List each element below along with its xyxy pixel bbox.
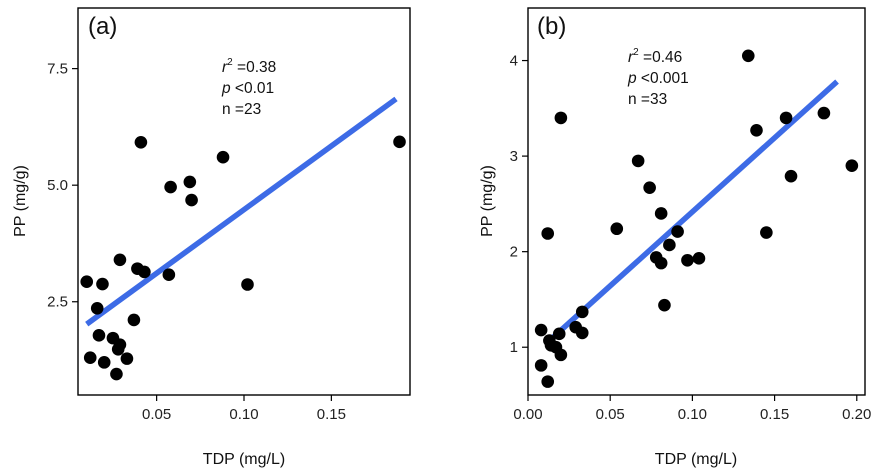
panel-a-data-point	[110, 367, 123, 381]
panel-a-data-point	[183, 175, 197, 189]
panel-b-points	[534, 49, 859, 388]
panel-a-fit-line-group	[85, 96, 398, 327]
panel-a-p-symbol: p	[221, 80, 231, 97]
panel-b-x-axis-label: TDP (mg/L)	[655, 451, 737, 468]
panel-a: 0.05 0.10 0.15 2.5 5.0 7.5 (a) r2 =0.38 p <0.…	[12, 7, 411, 468]
panel-b-r2-symbol: r	[628, 49, 634, 66]
panel-b-y-tick-label: 3	[510, 148, 518, 165]
panel-b-x-tick-label: 0.05	[596, 406, 625, 423]
panel-b-data-point	[750, 124, 763, 137]
panel-a-x-tick-label: 0.15	[317, 406, 346, 423]
panel-a-r2-symbol: r	[222, 59, 228, 76]
panel-a-r2-value: =0.38	[233, 59, 277, 76]
panel-b-data-point	[658, 298, 671, 312]
panel-a-data-point	[138, 265, 151, 279]
panel-a-r2-superscript: 2	[227, 57, 233, 68]
panel-b-data-point	[681, 253, 694, 267]
panel-a-data-point	[96, 277, 109, 291]
panel-b-regression-line	[550, 79, 839, 340]
panel-a-y-axis-label: PP (mg/g)	[12, 165, 29, 237]
panel-a-data-point	[185, 193, 198, 207]
panel-a-regression-line	[85, 96, 398, 327]
panel-a-data-point	[162, 268, 176, 282]
panel-b-data-point	[692, 252, 706, 265]
panel-b-frame	[527, 7, 866, 396]
panel-a-data-point	[90, 301, 104, 315]
panel-b-r2-stat: r2 =0.46	[628, 47, 682, 66]
panel-b-data-point	[845, 159, 859, 172]
panel-b-data-point	[610, 222, 624, 236]
panel-b-data-point	[541, 375, 555, 388]
panel-a-x-axis-label: TDP (mg/L)	[203, 451, 285, 468]
panel-a-y-tick-label: 7.5	[47, 61, 68, 78]
panel-a-data-point	[127, 313, 141, 327]
panel-a-y-tick-label: 2.5	[47, 294, 68, 311]
panel-a-ticks: 0.05 0.10 0.15 2.5 5.0 7.5	[47, 61, 346, 423]
panel-b-label: (b)	[537, 13, 566, 40]
panel-b-data-point	[760, 226, 773, 239]
panel-a-x-tick-label: 0.10	[229, 406, 258, 423]
panel-b-p-value: <0.001	[637, 70, 689, 87]
panel-b-data-point	[631, 154, 645, 168]
panel-a-p-value: <0.01	[231, 80, 275, 97]
panel-b-data-point	[817, 106, 831, 120]
panel-b-r2-superscript: 2	[633, 47, 639, 58]
panel-a-r2-stat: r2 =0.38	[222, 57, 276, 76]
panel-b-data-point	[575, 305, 589, 319]
panel-b-data-point	[554, 111, 568, 125]
panel-b-data-point	[671, 225, 684, 238]
panel-b-y-tick-label: 4	[510, 53, 518, 70]
panel-a-points	[80, 135, 406, 381]
panel-a-data-point	[92, 329, 106, 342]
panel-b-data-point	[784, 169, 798, 183]
panel-b-x-tick-label: 0.20	[842, 406, 871, 423]
panel-a-data-point	[164, 180, 177, 194]
panel-a-data-point	[241, 278, 254, 291]
panel-b-n-stat: n =33	[628, 91, 667, 108]
panel-b-data-point	[741, 49, 755, 63]
panel-b-ticks: 0.00 0.05 0.10 0.15 0.20 1 2 3 4	[510, 53, 872, 423]
panel-b-data-point	[575, 326, 589, 340]
panel-a-data-point	[393, 135, 406, 149]
panel-b-p-stat: p <0.001	[627, 70, 689, 87]
panel-b-fit-line-group	[550, 79, 839, 340]
panel-a-y-tick-label: 5.0	[47, 177, 68, 194]
panel-b-x-tick-label: 0.15	[760, 406, 789, 423]
panel-a-data-point	[134, 135, 148, 149]
panel-b-data-point	[779, 111, 793, 125]
panel-b-data-point	[534, 359, 548, 372]
panel-a-label: (a)	[88, 13, 117, 40]
panel-a-data-point	[113, 253, 127, 267]
panel-a-data-point	[113, 338, 127, 351]
panel-a-data-point	[80, 275, 94, 288]
panel-b-data-point	[654, 256, 668, 270]
panel-b-y-tick-label: 2	[510, 244, 518, 261]
panel-b-y-axis-label: PP (mg/g)	[479, 165, 496, 237]
panel-a-data-point	[97, 356, 111, 369]
panel-b-r2-value: =0.46	[639, 49, 683, 66]
panel-b-data-point	[643, 181, 656, 194]
panel-a-data-point	[83, 351, 97, 364]
panel-b-y-tick-label: 1	[510, 339, 518, 356]
panel-b-x-tick-label: 0.10	[678, 406, 707, 423]
panel-b-data-point	[654, 207, 668, 220]
panel-b-data-point	[554, 348, 568, 362]
panel-a-x-tick-label: 0.05	[142, 406, 171, 423]
panel-b-data-point	[541, 227, 555, 240]
panel-b-data-point	[534, 323, 548, 337]
panel-a-p-stat: p <0.01	[221, 80, 274, 97]
panel-b-p-symbol: p	[627, 70, 637, 87]
panel-a-data-point	[120, 352, 134, 365]
panel-b-x-tick-label: 0.00	[513, 406, 542, 423]
panel-a-data-point	[216, 150, 230, 164]
panel-a-n-stat: n =23	[222, 101, 261, 118]
panel-b-data-point	[552, 327, 566, 341]
panel-b-data-point	[663, 238, 676, 252]
